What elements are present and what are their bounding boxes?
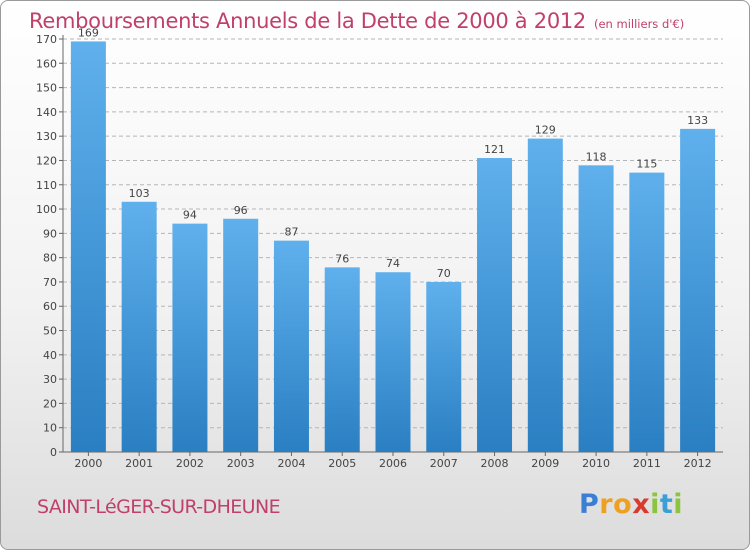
x-tick-label: 2000	[74, 457, 102, 470]
chart-title-text: Remboursements Annuels de la Dette de 20…	[29, 9, 586, 33]
x-tick-label: 2009	[531, 457, 559, 470]
data-label: 129	[535, 124, 556, 137]
logo-letter: o	[613, 489, 633, 520]
data-label: 94	[183, 209, 197, 222]
y-tick-label: 150	[36, 82, 57, 95]
logo-letter: i	[673, 489, 684, 520]
proxiti-logo: Proxiti	[579, 489, 683, 520]
data-label: 87	[284, 226, 298, 239]
bar	[527, 138, 563, 452]
data-label: 74	[386, 257, 400, 270]
logo-letter: x	[632, 489, 651, 520]
logo-letter: i	[650, 489, 660, 520]
y-tick-label: 60	[43, 300, 57, 313]
x-tick-label: 2007	[430, 457, 458, 470]
y-tick-label: 30	[43, 373, 57, 386]
x-tick-label: 2004	[277, 457, 305, 470]
x-tick-label: 2012	[684, 457, 712, 470]
data-label: 118	[586, 150, 607, 163]
logo-letter: t	[659, 489, 674, 520]
bar	[680, 128, 716, 452]
x-tick-label: 2005	[328, 457, 356, 470]
data-label: 96	[234, 204, 248, 217]
data-label: 169	[78, 26, 99, 39]
bar	[477, 158, 513, 452]
bar	[578, 165, 614, 452]
bar	[121, 201, 157, 452]
bar	[70, 41, 106, 452]
data-label: 76	[335, 252, 349, 265]
commune-name: SAINT-LéGER-SUR-DHEUNE	[37, 496, 281, 518]
x-tick-label: 2006	[379, 457, 407, 470]
logo-letter: r	[599, 489, 614, 520]
bar	[324, 267, 360, 452]
y-tick-label: 80	[43, 252, 57, 265]
data-label: 133	[687, 114, 708, 127]
x-tick-label: 2003	[227, 457, 255, 470]
x-tick-label: 2010	[582, 457, 610, 470]
x-tick-label: 2001	[125, 457, 153, 470]
y-tick-label: 90	[43, 227, 57, 240]
y-tick-label: 110	[36, 179, 57, 192]
data-label: 70	[437, 267, 451, 280]
y-tick-label: 160	[36, 57, 57, 70]
x-tick-label: 2002	[176, 457, 204, 470]
data-label: 121	[484, 143, 505, 156]
data-label: 103	[129, 187, 150, 200]
y-tick-label: 170	[36, 33, 57, 46]
y-tick-label: 100	[36, 203, 57, 216]
x-tick-label: 2011	[633, 457, 661, 470]
y-tick-label: 40	[43, 349, 57, 362]
chart-subtitle: (en milliers d'€)	[594, 17, 685, 31]
y-tick-label: 0	[50, 446, 57, 459]
x-tick-label: 2008	[481, 457, 509, 470]
data-label: 115	[636, 158, 657, 171]
y-tick-label: 20	[43, 397, 57, 410]
y-tick-label: 50	[43, 325, 57, 338]
y-tick-label: 10	[43, 422, 57, 435]
y-tick-label: 70	[43, 276, 57, 289]
logo-letter: P	[579, 489, 600, 520]
chart-title: Remboursements Annuels de la Dette de 20…	[29, 9, 684, 33]
bar	[629, 172, 665, 452]
bar	[223, 218, 259, 452]
bar	[172, 223, 208, 452]
bar	[375, 272, 411, 452]
bar	[426, 281, 462, 452]
bar	[273, 240, 309, 452]
y-tick-label: 140	[36, 106, 57, 119]
y-tick-label: 130	[36, 130, 57, 143]
y-tick-label: 120	[36, 154, 57, 167]
